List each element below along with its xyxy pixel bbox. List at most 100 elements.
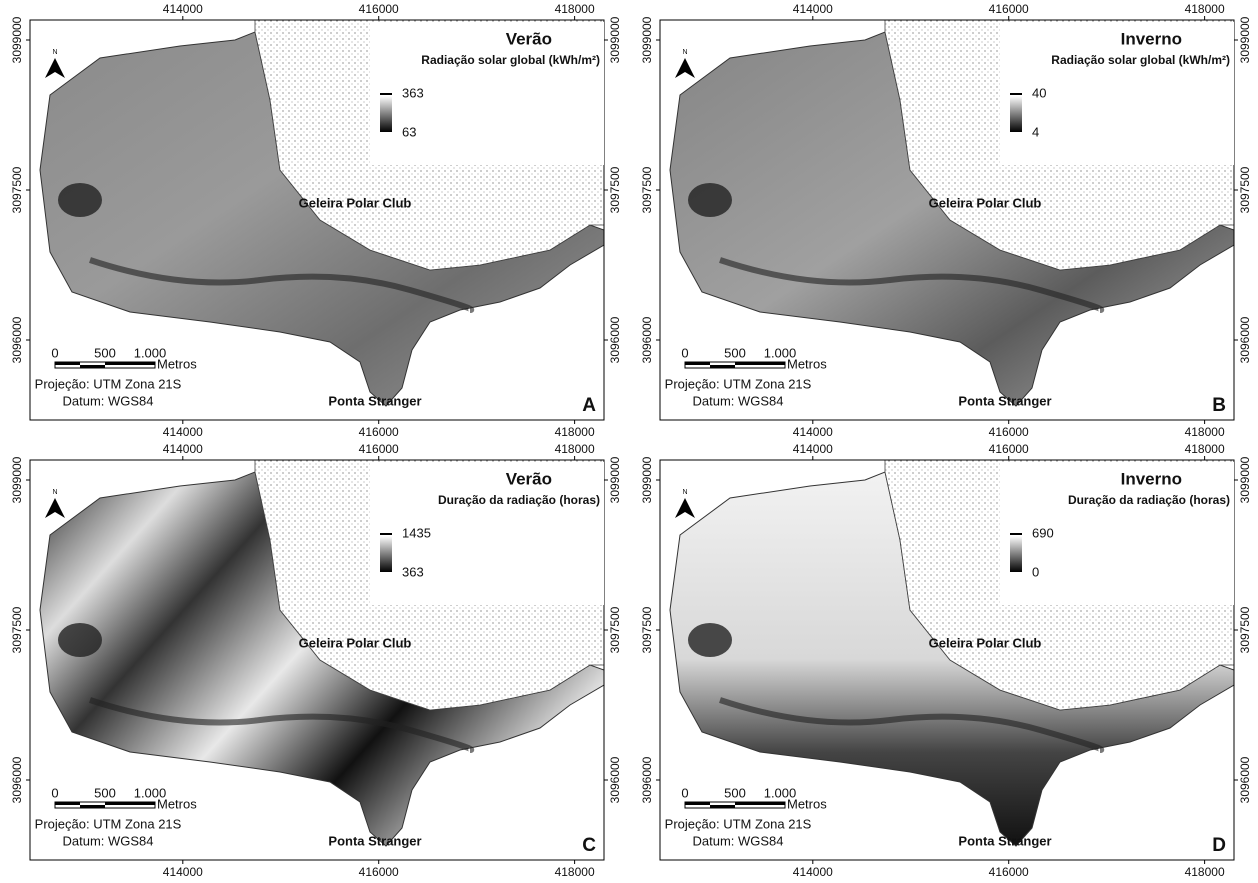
scale-unit: Metros [157,796,197,811]
x-tick-label-bottom: 418000 [555,425,595,439]
y-tick-label-right: 3099000 [1238,456,1252,503]
y-tick-label-right: 3096000 [1238,756,1252,803]
scale-segment [735,802,760,805]
scale-segment [710,805,735,808]
legend-ramp [1010,536,1022,572]
panel-letter: B [1212,395,1226,416]
glacier-label: Geleira Polar Club [299,635,412,650]
legend-max: 690 [1032,525,1054,540]
figure: 414000 414000 416000 416000 418000 418000 3099… [0,0,1258,883]
x-tick-label-top: 416000 [989,442,1029,456]
scale-segment [80,365,105,368]
y-tick-label-left: 3096000 [10,756,24,803]
scale-segment [55,802,80,805]
scale-label: 500 [94,345,116,360]
scale-label: 500 [724,785,746,800]
x-tick-label-bottom: 414000 [793,865,833,879]
datum: Datum: WGS84 [692,833,783,848]
glacier-label: Geleira Polar Club [929,195,1042,210]
panel-subtitle: Duração da radiação (horas) [438,493,600,507]
x-tick-label-bottom: 418000 [1185,865,1225,879]
y-tick-label-left: 3099000 [10,16,24,63]
panel-title: Inverno [1121,469,1182,488]
point-label: Ponta Stranger [328,833,421,848]
panel-subtitle: Radiação solar global (kWh/m²) [1051,53,1230,67]
datum: Datum: WGS84 [62,393,153,408]
y-tick-label-right: 3097500 [608,166,622,213]
legend-max: 40 [1032,85,1046,100]
legend-ramp [380,96,392,132]
legend-min: 4 [1032,124,1039,139]
x-tick-label-bottom: 418000 [555,865,595,879]
scale-segment [685,362,710,365]
scale-segment [105,802,130,805]
y-tick-label-right: 3097500 [1238,166,1252,213]
y-tick-label-left: 3097500 [640,166,654,213]
y-tick-label-right: 3096000 [1238,316,1252,363]
y-tick-label-left: 3099000 [640,456,654,503]
glacier-label: Geleira Polar Club [929,635,1042,650]
y-tick-label-right: 3099000 [608,456,622,503]
legend-min: 63 [402,124,416,139]
y-tick-label-right: 3099000 [1238,16,1252,63]
crater [58,623,102,657]
x-tick-label-top: 414000 [163,442,203,456]
map-panel: 4140004140004160004160004180004180003099… [640,2,1252,439]
y-tick-label-left: 3099000 [10,456,24,503]
datum: Datum: WGS84 [692,393,783,408]
north-label: N [682,49,687,56]
y-tick-label-left: 3097500 [10,606,24,653]
scale-unit: Metros [787,356,827,371]
x-tick-label-top: 416000 [359,2,399,16]
map-panel: 4140004140004160004160004180004180003099… [640,442,1252,879]
y-tick-label-right: 3096000 [608,316,622,363]
projection: Projeção: UTM Zona 21S [35,376,182,391]
scale-label: 0 [681,345,688,360]
panel-letter: D [1212,835,1226,856]
panel-title: Verão [506,29,552,48]
north-label: N [52,49,57,56]
scale-label: 500 [94,785,116,800]
map-panel: 4140004140004160004160004180004180003099… [10,442,622,879]
point-label: Ponta Stranger [958,833,1051,848]
crater [58,183,102,217]
scale-segment [55,362,80,365]
y-tick-label-left: 3096000 [640,756,654,803]
x-tick-label-top: 414000 [793,2,833,16]
scale-label: 0 [681,785,688,800]
crater [688,183,732,217]
scale-segment [735,362,760,365]
scale-segment [105,362,130,365]
x-tick-label-top: 414000 [163,2,203,16]
projection: Projeção: UTM Zona 21S [665,376,812,391]
x-tick-label-bottom: 418000 [1185,425,1225,439]
legend-ramp [380,536,392,572]
north-label: N [682,489,687,496]
scale-unit: Metros [787,796,827,811]
legend-ramp [1010,96,1022,132]
x-tick-label-top: 416000 [359,442,399,456]
y-tick-label-right: 3099000 [608,16,622,63]
panel-subtitle: Duração da radiação (horas) [1068,493,1230,507]
point-label: Ponta Stranger [958,393,1051,408]
x-tick-label-bottom: 414000 [793,425,833,439]
y-tick-label-left: 3097500 [640,606,654,653]
x-tick-label-bottom: 414000 [163,865,203,879]
scale-label: 0 [51,345,58,360]
point-label: Ponta Stranger [328,393,421,408]
scale-label: 500 [724,345,746,360]
scale-segment [685,802,710,805]
north-label: N [52,489,57,496]
projection: Projeção: UTM Zona 21S [665,816,812,831]
x-tick-label-top: 418000 [555,2,595,16]
scale-label: 0 [51,785,58,800]
y-tick-label-left: 3099000 [640,16,654,63]
legend-min: 0 [1032,564,1039,579]
legend-min: 363 [402,564,424,579]
legend-max: 1435 [402,525,431,540]
crater [688,623,732,657]
x-tick-label-top: 416000 [989,2,1029,16]
scale-segment [760,802,785,805]
x-tick-label-bottom: 416000 [989,865,1029,879]
panel-subtitle: Radiação solar global (kWh/m²) [421,53,600,67]
